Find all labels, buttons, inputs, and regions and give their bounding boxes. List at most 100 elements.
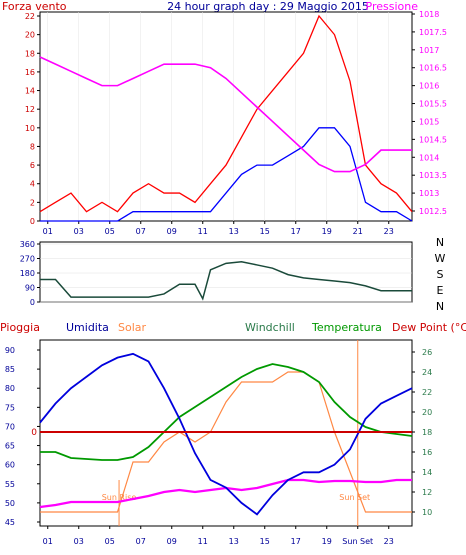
pressure-y-tick-label: 1016: [419, 82, 439, 91]
temperature-y-tick-label: 16: [422, 448, 432, 457]
direction-y-tick-label: 0: [30, 298, 35, 307]
wind-y-tick-label: 6: [30, 161, 35, 170]
hour-tick-label: 03: [74, 227, 84, 236]
pressure-y-tick-label: 1017.5: [419, 28, 447, 37]
pressure-y-tick-label: 1018: [419, 10, 439, 19]
compass-label: N: [436, 236, 444, 249]
hour-tick-label: 13: [229, 227, 239, 236]
wind-y-tick-label: 10: [25, 124, 35, 133]
pressure-y-tick-label: 1015.5: [419, 100, 447, 109]
hour-tick-label: 09: [167, 227, 177, 236]
humidity-y-tick-label: 45: [5, 518, 15, 527]
legend-item: Solar: [118, 321, 147, 334]
sunrise-label: Sun Rise: [102, 493, 137, 502]
direction-plot-frame: [39, 241, 413, 303]
compass-label: E: [437, 284, 444, 297]
humidity-y-tick-label: 75: [5, 403, 15, 412]
wind-plot-frame: [39, 11, 413, 222]
compass-label: N: [436, 300, 444, 313]
direction-y-tick-label: 360: [20, 240, 35, 249]
humidity-line: [39, 352, 413, 516]
wind-direction-line: [40, 260, 412, 301]
temperature-y-tick-label: 22: [422, 388, 432, 397]
wind-pressure-panel: 0 2 4 6 8 10 12 14 16 18 20 22 1012.5 1013 1013.5 1014…: [25, 10, 447, 236]
hour-tick-label: 13: [229, 537, 239, 546]
wind-y-tick-label: 16: [25, 68, 35, 77]
humidity-y-tick-label: 80: [5, 384, 15, 393]
humidity-y-tick-label: 60: [5, 461, 15, 470]
temperature-y-tick-label: 12: [422, 488, 432, 497]
solar-line: [40, 371, 412, 513]
sunset-tick-label: Sun Set: [342, 537, 373, 546]
wind-y-tick-label: 20: [25, 31, 35, 40]
pressure-y-tick-label: 1016.5: [419, 64, 447, 73]
temperature-y-tick-label: 18: [422, 428, 432, 437]
hour-tick-label: 23: [384, 537, 394, 546]
hour-tick-label: 15: [260, 227, 270, 236]
pressure-y-tick-label: 1015: [419, 117, 439, 126]
sunset-label: Sun Set: [339, 493, 370, 502]
hour-tick-label: 05: [105, 227, 115, 236]
hour-tick-label: 09: [167, 537, 177, 546]
humidity-y-tick-label: 70: [5, 422, 15, 431]
temperature-line: [40, 363, 413, 461]
compass-label: W: [435, 252, 446, 265]
hour-tick-label: 11: [198, 537, 208, 546]
wind-y-tick-label: 14: [25, 87, 35, 96]
humidity-y-tick-label: 90: [5, 346, 15, 355]
wind-y-tick-label: 22: [25, 12, 35, 21]
legend-item: Dew Point (°C): [392, 321, 466, 334]
legend-item: Umidita: [66, 321, 109, 334]
sensor-legend: Pioggia Umidita Solar Windchill Temperatura D…: [0, 321, 466, 334]
legend-item: Temperatura: [311, 321, 382, 334]
wind-y-tick-label: 8: [30, 142, 35, 151]
hour-tick-label: 07: [136, 537, 146, 546]
pressure-line: [39, 56, 412, 173]
wind-gust-line: [39, 14, 413, 213]
temperature-y-tick-label: 24: [422, 368, 432, 377]
humidity-y-tick-label: 50: [5, 499, 15, 508]
hour-tick-label: 01: [43, 537, 53, 546]
humidity-y-tick-label: 65: [5, 442, 15, 451]
pressure-y-tick-label: 1012.5: [419, 207, 447, 216]
hour-tick-label: 19: [322, 227, 332, 236]
hour-tick-label: 11: [198, 227, 208, 236]
compass-label: S: [437, 268, 444, 281]
humidity-y-tick-label: 85: [5, 365, 15, 374]
direction-y-tick-label: 270: [20, 255, 35, 264]
temperature-y-tick-label: 10: [422, 508, 432, 517]
wind-y-tick-label: 12: [25, 105, 35, 114]
temperature-y-tick-label: 26: [422, 348, 432, 357]
pressure-y-tick-label: 1017: [419, 46, 439, 55]
legend-item: Windchill: [245, 321, 295, 334]
hour-tick-label: 21: [353, 227, 363, 236]
legend-item: Pioggia: [0, 321, 40, 334]
hour-tick-label: 05: [105, 537, 115, 546]
wind-y-tick-label: 0: [30, 217, 35, 226]
temperature-y-tick-label: 14: [422, 468, 432, 477]
hour-tick-label: 07: [136, 227, 146, 236]
wind-average-line: [40, 127, 413, 222]
direction-y-tick-label: 180: [20, 269, 35, 278]
pressure-y-tick-label: 1014: [419, 153, 439, 162]
humidity-y-tick-label: 55: [5, 480, 15, 489]
wind-y-tick-label: 2: [30, 198, 35, 207]
chart-title: 24 hour graph day : 29 Maggio 2015: [167, 0, 369, 13]
temperature-y-tick-label: 20: [422, 408, 432, 417]
hour-tick-label: 17: [291, 537, 301, 546]
hour-tick-label: 15: [260, 537, 270, 546]
wind-y-tick-label: 4: [30, 180, 35, 189]
direction-y-tick-label: 90: [25, 284, 35, 293]
pressure-axis-title: Pressione: [366, 0, 419, 13]
wind-axis-title: Forza vento: [2, 0, 67, 13]
pressure-y-tick-label: 1014.5: [419, 135, 447, 144]
pressure-y-tick-label: 1013: [419, 189, 439, 198]
hour-tick-label: 19: [322, 537, 332, 546]
hour-tick-label: 03: [74, 537, 84, 546]
hour-tick-label: 23: [384, 227, 394, 236]
rain-zero-label: 0: [31, 428, 37, 438]
pressure-y-tick-label: 1013.5: [419, 171, 447, 180]
